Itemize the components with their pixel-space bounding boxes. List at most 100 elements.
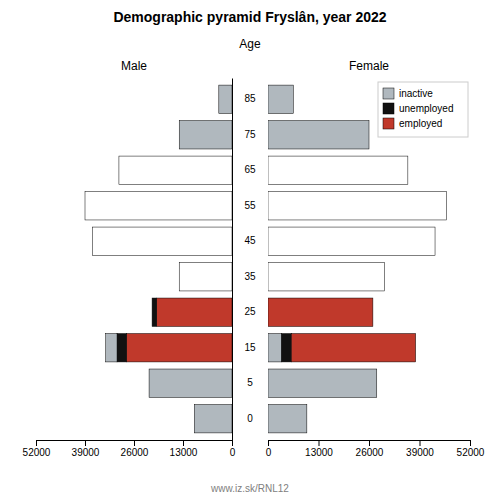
legend-label: inactive [399, 88, 433, 99]
tick-mark [183, 440, 184, 446]
tick: 0 [266, 440, 272, 458]
tick-mark [36, 440, 37, 446]
y-axis: 85 75 65 55 45 35 25 15 5 0 [232, 79, 256, 441]
tick: 25 [232, 306, 256, 317]
bar [179, 263, 180, 291]
bar [268, 263, 385, 291]
tick-label: 0 [247, 413, 253, 424]
tick: 39000 [406, 440, 434, 458]
tick-mark [470, 440, 471, 446]
tick: 55 [232, 200, 256, 211]
bar [118, 156, 119, 184]
bar [85, 192, 86, 220]
panel-title: Female [349, 59, 389, 73]
bar [268, 298, 373, 326]
bar [369, 121, 370, 149]
bar [117, 334, 126, 362]
bar [106, 334, 117, 362]
tick-label: 39000 [72, 447, 100, 458]
legend-swatch [383, 118, 394, 129]
title: Demographic pyramid Fryslân, year 2022 [113, 9, 386, 25]
bars [85, 85, 232, 433]
bar [152, 298, 153, 326]
footnote: www.iz.sk/RNL12 [210, 483, 289, 494]
legend-box [378, 82, 468, 137]
bar [268, 227, 435, 255]
bar [306, 405, 307, 433]
bar [194, 405, 232, 433]
tick-label: 55 [244, 200, 256, 211]
bar [306, 405, 307, 433]
axis-line [232, 79, 233, 441]
tick-mark [232, 440, 233, 446]
axis-line [269, 441, 471, 447]
bar [268, 334, 282, 362]
tick-label: 25 [244, 306, 256, 317]
bar [157, 298, 232, 326]
tick-label: 35 [244, 271, 256, 282]
tick-mark [319, 440, 320, 446]
tick-label: 52000 [457, 447, 485, 458]
tick-mark [420, 440, 421, 446]
bar [92, 227, 93, 255]
bar [268, 192, 447, 220]
tick-label: 15 [244, 342, 256, 353]
tick-label: 0 [266, 447, 272, 458]
bar [92, 227, 93, 255]
bar [268, 121, 369, 149]
tick-mark [85, 440, 86, 446]
bar [268, 405, 307, 433]
tick-label: 13000 [170, 447, 198, 458]
tick: 13000 [170, 440, 198, 458]
x-axis: 013000260003900052000 [23, 440, 236, 458]
bar [179, 121, 232, 149]
tick: 26000 [356, 440, 384, 458]
bar [282, 334, 292, 362]
bar [291, 334, 415, 362]
tick-label: 85 [244, 93, 256, 104]
axis-line [37, 441, 233, 447]
tick: 26000 [121, 440, 149, 458]
legend-item: inactive [383, 88, 433, 99]
bar [293, 85, 294, 113]
bar [126, 334, 232, 362]
bar [219, 85, 232, 113]
tick: 75 [232, 129, 256, 140]
tick: 5 [232, 377, 253, 388]
bar [376, 369, 377, 397]
bar [118, 156, 119, 184]
tick-label: 75 [244, 129, 256, 140]
legend-label: unemployed [399, 103, 453, 114]
legend: inactive unemployed employed [378, 82, 468, 137]
tick-label: 26000 [121, 447, 149, 458]
legend-item: employed [383, 118, 442, 129]
legend-item: unemployed [383, 103, 453, 114]
tick: 52000 [23, 440, 51, 458]
bar [93, 227, 232, 255]
bar [268, 85, 293, 113]
legend-swatch [383, 103, 394, 114]
tick: 52000 [457, 440, 485, 458]
tick: 45 [232, 235, 256, 246]
bar [149, 369, 232, 397]
bar [376, 369, 377, 397]
tick-mark [369, 440, 370, 446]
x-axis: 0 13000 26000 39000 52000 [266, 440, 485, 458]
tick-label: 39000 [406, 447, 434, 458]
tick: 13000 [305, 440, 333, 458]
tick-label: 5 [247, 377, 253, 388]
legend-swatch [383, 88, 394, 99]
tick: 39000 [72, 440, 100, 458]
tick: 35 [232, 271, 256, 282]
bar [179, 263, 232, 291]
bar [268, 156, 408, 184]
tick-label: 65 [244, 164, 256, 175]
bar [369, 121, 370, 149]
tick-label: 13000 [305, 447, 333, 458]
bar [293, 85, 294, 113]
tick-label: 26000 [356, 447, 384, 458]
tick-mark [268, 440, 269, 446]
panel-title: Male [121, 59, 147, 73]
bar [179, 263, 180, 291]
tick-label: 52000 [23, 447, 51, 458]
